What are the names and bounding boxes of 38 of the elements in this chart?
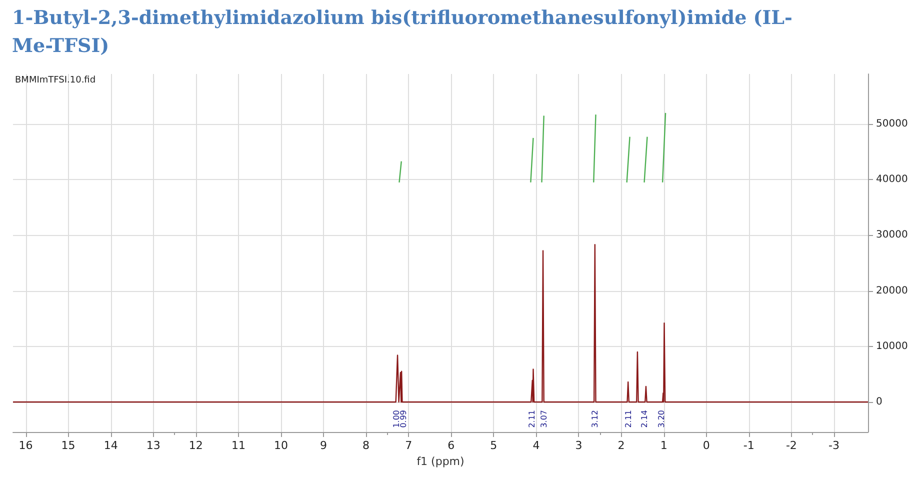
line-series (12, 244, 869, 403)
x-tick-label: 8 (362, 439, 370, 452)
annotation: 2.14 (640, 410, 650, 428)
x-tick-label: 13 (146, 439, 160, 452)
x-tick-label: 4 (532, 439, 540, 452)
y-tick-label: 30000 (876, 230, 908, 241)
x-tick-label: 2 (618, 439, 625, 452)
x-tick-label: 12 (188, 439, 203, 452)
x-tick-label: 1 (660, 439, 668, 452)
y-tick-label: 50000 (876, 118, 908, 130)
annotation: 3.07 (539, 410, 548, 428)
x-tick-label: 6 (448, 439, 455, 452)
annotation: 2.11 (624, 410, 634, 428)
x-tick-label: 14 (104, 439, 118, 452)
x-tick-label: 7 (405, 439, 412, 452)
x-tick-label: 9 (320, 439, 328, 452)
annotation: 3.12 (590, 410, 600, 428)
chart-title: 1-Butyl-2,3-dimethylimidazolium bis(trifluoromethanesulfonyl)imide (IL-Me-TFSI) (12, 6, 794, 59)
annotation: 2.11 (527, 410, 536, 428)
x-tick-label: 5 (490, 439, 498, 452)
annotation: BMMImTFSI.10.fid (15, 76, 96, 86)
x-tick-label: 11 (231, 439, 246, 452)
y-tick-label: 40000 (876, 174, 908, 186)
annotation: 0.99 (398, 410, 408, 428)
x-tick-label: -3 (828, 439, 840, 452)
y-tick-label: 20000 (876, 285, 908, 296)
annotation: 3.20 (657, 410, 666, 428)
x-tick-label: 16 (18, 439, 33, 452)
x-axis-title: f1 (ppm) (416, 455, 464, 468)
x-tick-label: -1 (743, 439, 754, 452)
x-tick-label: 10 (274, 439, 288, 452)
y-tick-label: 10000 (876, 340, 908, 352)
x-tick-label: 0 (702, 439, 710, 452)
x-tick-label: -2 (786, 439, 797, 452)
x-tick-label: 3 (575, 439, 582, 452)
y-tick-label: 0 (876, 396, 882, 408)
annotation: 1.00 (392, 410, 402, 428)
x-tick-label: 15 (61, 439, 76, 452)
